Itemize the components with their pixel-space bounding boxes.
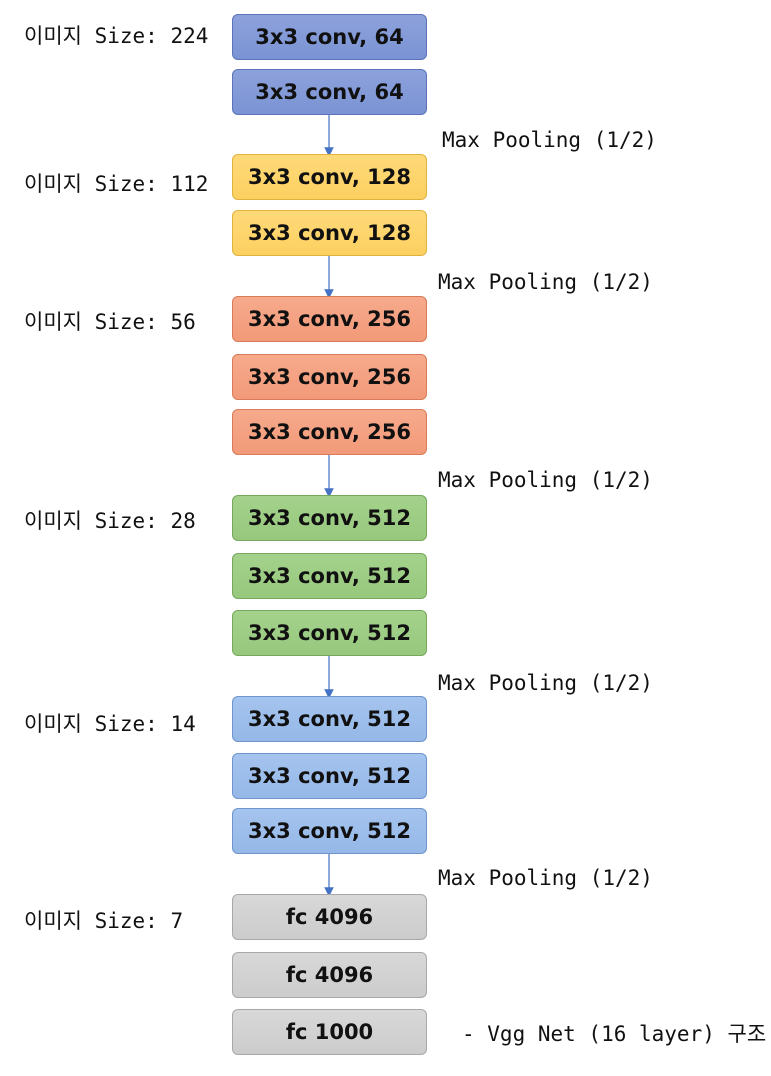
layer-box-13: 3x3 conv, 512: [232, 808, 427, 854]
layer-box-12: 3x3 conv, 512: [232, 753, 427, 799]
layer-box-11: 3x3 conv, 512: [232, 696, 427, 742]
layer-box-5: 3x3 conv, 256: [232, 296, 427, 342]
image-size-label-28: 이미지 Size: 28: [24, 509, 196, 533]
layer-box-10: 3x3 conv, 512: [232, 610, 427, 656]
layer-box-6: 3x3 conv, 256: [232, 354, 427, 400]
diagram-caption: - Vgg Net (16 layer) 구조: [462, 1022, 767, 1046]
layer-box-15: fc 4096: [232, 952, 427, 998]
layer-box-7: 3x3 conv, 256: [232, 409, 427, 455]
max-pooling-label-3: Max Pooling (1/2): [438, 468, 653, 492]
layer-box-4: 3x3 conv, 128: [232, 210, 427, 256]
max-pooling-label-2: Max Pooling (1/2): [438, 270, 653, 294]
image-size-label-7: 이미지 Size: 7: [24, 909, 184, 933]
layer-box-14: fc 4096: [232, 894, 427, 940]
max-pooling-label-1: Max Pooling (1/2): [442, 128, 657, 152]
layer-box-8: 3x3 conv, 512: [232, 495, 427, 541]
layer-box-1: 3x3 conv, 64: [232, 14, 427, 60]
max-pooling-label-4: Max Pooling (1/2): [438, 671, 653, 695]
layer-box-9: 3x3 conv, 512: [232, 553, 427, 599]
image-size-label-14: 이미지 Size: 14: [24, 712, 196, 736]
max-pooling-label-5: Max Pooling (1/2): [438, 866, 653, 890]
layer-box-16: fc 1000: [232, 1009, 427, 1055]
image-size-label-56: 이미지 Size: 56: [24, 310, 196, 334]
image-size-label-224: 이미지 Size: 224: [24, 24, 209, 48]
image-size-label-112: 이미지 Size: 112: [24, 172, 209, 196]
layer-box-3: 3x3 conv, 128: [232, 154, 427, 200]
layer-box-2: 3x3 conv, 64: [232, 69, 427, 115]
